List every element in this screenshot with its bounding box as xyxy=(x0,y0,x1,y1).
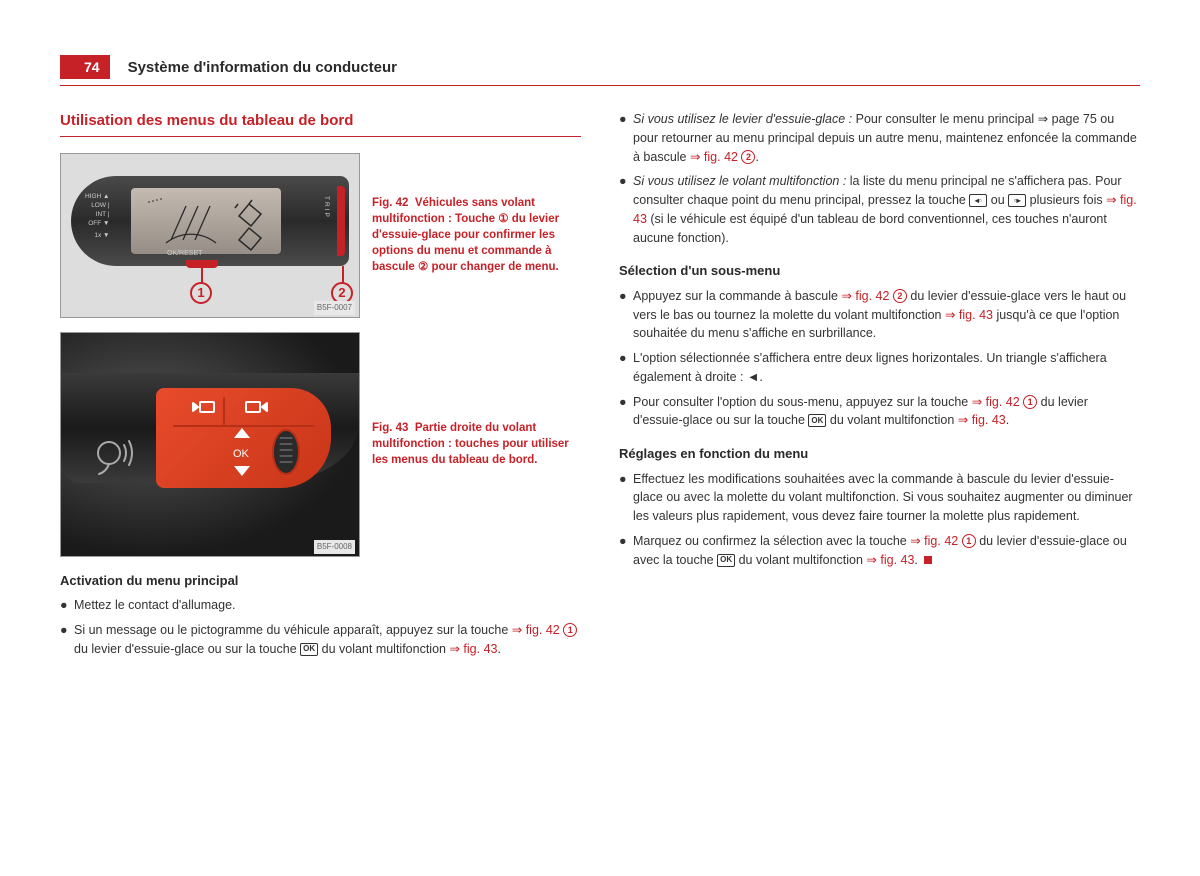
label-okreset: OK/RESET xyxy=(167,249,202,260)
figure-43-image: OK B5F-0008 xyxy=(60,332,360,557)
heading-activation: Activation du menu principal xyxy=(60,571,581,591)
callout-1: 1 xyxy=(190,282,212,304)
header-rule xyxy=(60,85,1140,86)
ok-key-icon: OK xyxy=(300,643,318,656)
bullet-item: ●Mettez le contact d'allumage. xyxy=(60,596,581,615)
voice-icon xyxy=(91,431,139,479)
page-number: 74 xyxy=(60,55,110,79)
label-int: INT xyxy=(96,211,106,218)
heading-selection: Sélection d'un sous-menu xyxy=(619,261,1140,281)
figure-43-label: B5F-0008 xyxy=(314,540,355,554)
bullet-item: ●Effectuez les modifications souhaitées … xyxy=(619,470,1140,526)
label-trip: TRIP xyxy=(321,196,331,219)
header-title: Système d'information du conducteur xyxy=(128,59,397,76)
bullet-item: ●L'option sélectionnée s'affichera entre… xyxy=(619,349,1140,387)
page-header: 74 Système d'information du conducteur xyxy=(60,55,1140,79)
bullet-item: ●Si vous utilisez le volant multifonctio… xyxy=(619,172,1140,247)
label-high: HIGH xyxy=(85,193,101,200)
bullet-item: ●Si un message ou le pictogramme du véhi… xyxy=(60,621,581,659)
figure-42-label: B5F-0007 xyxy=(314,301,355,315)
ok-key-icon: OK xyxy=(717,554,735,567)
wiper-display-icon xyxy=(131,188,281,254)
label-off: OFF xyxy=(88,220,101,227)
wheel-controls-icon: OK xyxy=(156,388,331,488)
prev-key-icon: ◂▫ xyxy=(969,194,987,207)
manual-page: 74 Système d'information du conducteur U… xyxy=(0,0,1200,704)
figure-42-block: HIGH ▲ LOW | INT | OFF ▼ 1x ▼ OK/RESET T… xyxy=(60,153,581,318)
figure-42-image: HIGH ▲ LOW | INT | OFF ▼ 1x ▼ OK/RESET T… xyxy=(60,153,360,318)
section-title: Utilisation des menus du tableau de bord xyxy=(60,110,581,133)
section-rule xyxy=(60,136,581,137)
ok-key-icon: OK xyxy=(808,414,826,427)
bullet-item: ●Appuyez sur la commande à bascule ⇒ fig… xyxy=(619,287,1140,343)
right-column: ●Si vous utilisez le levier d'essuie-gla… xyxy=(619,110,1140,664)
heading-reglages: Réglages en fonction du menu xyxy=(619,444,1140,464)
content-columns: Utilisation des menus du tableau de bord xyxy=(60,110,1140,664)
figure-43-block: OK B5F-0008 xyxy=(60,332,581,557)
svg-text:OK: OK xyxy=(233,448,250,460)
bullet-item: ●Marquez ou confirmez la sélection avec … xyxy=(619,532,1140,570)
bullet-item: ●Si vous utilisez le levier d'essuie-gla… xyxy=(619,110,1140,166)
next-key-icon: ▫▸ xyxy=(1008,194,1026,207)
end-marker-icon xyxy=(924,556,932,564)
label-1x: 1x xyxy=(94,232,101,239)
figure-43-caption: Fig. 43 Partie droite du volant multifon… xyxy=(372,420,581,468)
figure-42-caption: Fig. 42 Véhicules sans volant multifonct… xyxy=(372,195,581,275)
bullet-item: ●Pour consulter l'option du sous-menu, a… xyxy=(619,393,1140,431)
label-low: LOW xyxy=(91,202,106,209)
left-column: Utilisation des menus du tableau de bord xyxy=(60,110,581,664)
